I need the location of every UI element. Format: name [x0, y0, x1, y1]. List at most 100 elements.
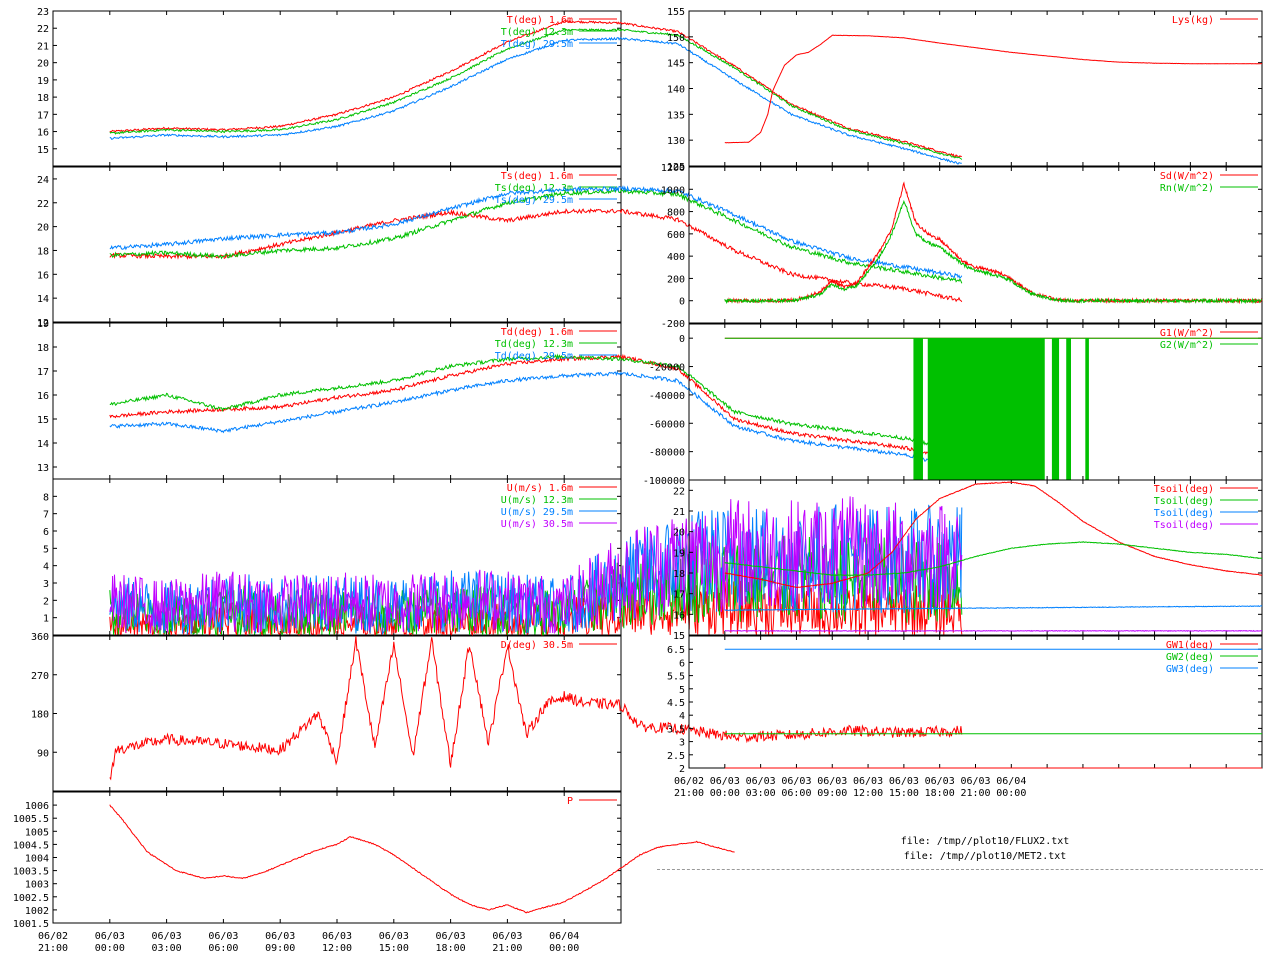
series-line [109, 19, 962, 158]
y-tick-label: 400 [667, 252, 685, 263]
y-tick-label: -40000 [649, 391, 685, 402]
y-tick-label: 5 [43, 544, 49, 555]
y-tick-label: 17 [37, 110, 49, 121]
series-line [109, 496, 963, 635]
y-tick-label: 0 [679, 334, 685, 345]
separator-line [657, 869, 1263, 870]
x-tick-date: 06/03 [889, 776, 919, 787]
y-tick-label: 1006 [25, 801, 49, 812]
x-tick-time: 12:00 [853, 788, 883, 799]
series-line [109, 370, 963, 471]
dropout-band [927, 338, 1045, 480]
x-tick-date: 06/03 [710, 776, 740, 787]
y-tick-label: 18 [37, 246, 49, 257]
x-tick-date: 06/02 [38, 931, 68, 942]
y-tick-label: 5.5 [667, 672, 685, 683]
x-tick-time: 06:00 [208, 943, 238, 954]
y-tick-label: 5 [679, 685, 685, 696]
legend-label: U(m/s) 12.3m [501, 495, 573, 506]
legend-label: Tsoil(deg) [1154, 496, 1214, 507]
series-line [109, 353, 963, 464]
legend-label: Ts(deg) 12.3m [495, 183, 573, 194]
y-tick-label: 15 [37, 145, 49, 156]
x-tick-time: 00:00 [996, 788, 1026, 799]
legend-label: T(deg) 12.3m [501, 27, 573, 38]
y-tick-label: 135 [667, 110, 685, 121]
x-tick-time: 21:00 [674, 788, 704, 799]
y-tick-label: 7 [43, 510, 49, 521]
y-tick-label: 16 [37, 391, 49, 402]
x-tick-time: 00:00 [95, 943, 125, 954]
y-tick-label: 200 [667, 274, 685, 285]
dropout-band [1085, 338, 1089, 480]
x-tick-date: 06/03 [436, 931, 466, 942]
x-tick-time: 21:00 [38, 943, 68, 954]
series-line [109, 28, 963, 160]
x-tick-time: 15:00 [889, 788, 919, 799]
y-tick-label: 150 [667, 33, 685, 44]
x-tick-time: 12:00 [322, 943, 352, 954]
y-tick-label: 155 [667, 7, 685, 18]
y-tick-label: 6 [679, 658, 685, 669]
y-tick-label: 24 [37, 175, 49, 186]
y-tick-label: 17 [673, 590, 685, 601]
legend-label: Rn(W/m^2) [1160, 183, 1214, 194]
x-tick-time: 03:00 [152, 943, 182, 954]
y-tick-label: 1003 [25, 880, 49, 891]
series-line [724, 605, 1263, 612]
dropout-band [1066, 338, 1071, 480]
y-tick-label: 15 [37, 415, 49, 426]
x-tick-date: 06/03 [152, 931, 182, 942]
y-tick-label: 8 [43, 492, 49, 503]
y-tick-label: 16 [673, 610, 685, 621]
y-tick-label: -80000 [649, 448, 685, 459]
y-tick-label: 20 [37, 59, 49, 70]
x-tick-date: 06/03 [853, 776, 883, 787]
y-tick-label: 3 [43, 579, 49, 590]
y-tick-label: 4.5 [667, 698, 685, 709]
series-line [724, 481, 1263, 588]
y-tick-label: 1001.5 [13, 919, 49, 930]
x-tick-date: 06/03 [781, 776, 811, 787]
series-line [109, 635, 963, 781]
y-tick-label: 1005 [25, 827, 49, 838]
legend-label: Ts(deg) 29.5m [495, 195, 573, 206]
x-tick-date: 06/04 [549, 931, 579, 942]
x-tick-date: 06/03 [746, 776, 776, 787]
y-tick-label: 6 [43, 527, 49, 538]
y-tick-label: 125 [667, 162, 685, 173]
y-tick-label: 16 [37, 270, 49, 281]
y-tick-label: 1005.5 [13, 814, 49, 825]
y-tick-label: 1200 [661, 163, 685, 174]
series-line [109, 187, 963, 284]
x-tick-time: 00:00 [710, 788, 740, 799]
x-tick-date: 06/03 [379, 931, 409, 942]
legend-label: G2(W/m^2) [1160, 340, 1214, 351]
y-tick-label: 15 [673, 631, 685, 642]
series-line [109, 804, 735, 914]
y-tick-label: 1 [43, 614, 49, 625]
y-tick-label: 1004.5 [13, 840, 49, 851]
y-tick-label: 21 [37, 41, 49, 52]
y-tick-label: 1002.5 [13, 893, 49, 904]
y-tick-label: 2.5 [667, 751, 685, 762]
y-tick-label: 3.5 [667, 724, 685, 735]
y-tick-label: 20 [673, 528, 685, 539]
series-line [724, 34, 1263, 144]
x-tick-time: 18:00 [436, 943, 466, 954]
x-tick-date: 06/03 [960, 776, 990, 787]
y-tick-label: 14 [37, 294, 49, 305]
y-tick-label: 3 [679, 738, 685, 749]
x-tick-time: 18:00 [925, 788, 955, 799]
y-tick-label: 140 [667, 85, 685, 96]
legend-label: Ts(deg) 1.6m [501, 171, 573, 182]
legend-label: Tsoil(deg) [1154, 520, 1214, 531]
legend-label: Tsoil(deg) [1154, 484, 1214, 495]
series-line [724, 629, 1263, 632]
y-tick-label: 360 [31, 632, 49, 643]
y-tick-label: 19 [37, 76, 49, 87]
y-tick-label: 16 [37, 128, 49, 139]
y-tick-label: 19 [673, 548, 685, 559]
legend-label: GW1(deg) [1166, 640, 1214, 651]
